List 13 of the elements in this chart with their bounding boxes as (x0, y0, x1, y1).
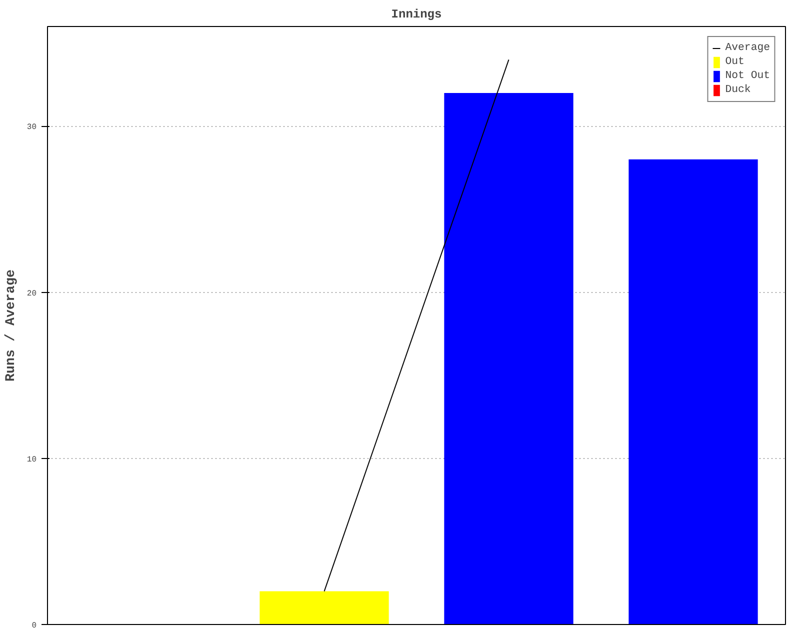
legend-label: Out (725, 55, 746, 69)
bar (444, 92, 574, 624)
y-tick-label: 10 (26, 455, 37, 464)
y-tick-label: 20 (26, 289, 37, 298)
chart-title: Innings (391, 8, 442, 22)
legend-label: Average (725, 41, 770, 55)
bar (260, 591, 389, 624)
y-tick-label: 30 (26, 123, 37, 132)
y-axis-title: Runs / Average (4, 270, 19, 382)
y-tick-label: 0 (32, 622, 37, 630)
bar (628, 159, 758, 624)
legend-label: Duck (725, 83, 751, 97)
legend-label: Not Out (725, 69, 770, 83)
